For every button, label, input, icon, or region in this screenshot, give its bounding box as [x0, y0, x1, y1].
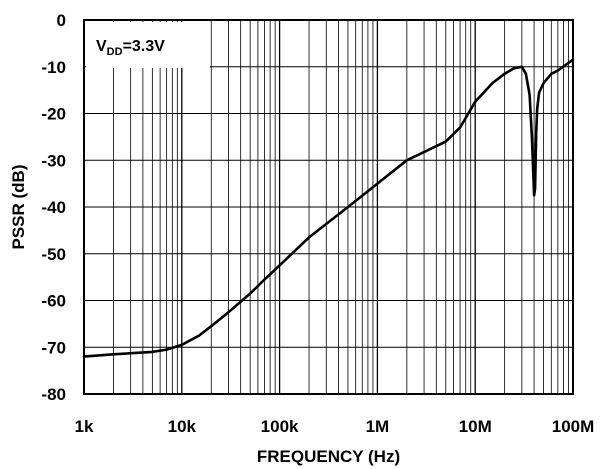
series-layer: [82, 58, 575, 358]
plot-frame: [83, 19, 574, 395]
x-tick-label: 10M: [459, 417, 492, 436]
annotation-main: V: [96, 38, 107, 55]
x-tick-label: 10k: [168, 417, 197, 436]
x-tick-label: 100k: [261, 417, 299, 436]
vdd-annotation: VDD=3.3V: [96, 38, 165, 58]
y-tick-label: -40: [41, 198, 66, 217]
y-tick-label: 0: [57, 11, 66, 30]
series-line-0: [82, 58, 575, 358]
y-tick-label: -70: [41, 338, 66, 357]
tick-labels: 1k 10k 100k 1M 10M 100M 0 -10 -20 -30 -40 -50 -60 -70…: [41, 11, 594, 436]
annotation-suffix: =3.3V: [123, 38, 166, 55]
y-tick-label: -50: [41, 245, 66, 264]
y-tick-label: -20: [41, 105, 66, 124]
x-axis-title: FREQUENCY (Hz): [257, 447, 400, 466]
y-tick-label: -60: [41, 292, 66, 311]
y-axis-title: PSSR (dB): [9, 165, 28, 250]
x-tick-label: 1M: [366, 417, 390, 436]
y-tick-label: -10: [41, 58, 66, 77]
x-tick-label: 100M: [552, 417, 595, 436]
annotation-box: VDD=3.3V: [86, 22, 210, 68]
annotation-background: [86, 22, 210, 68]
y-tick-label: -80: [41, 385, 66, 404]
x-tick-label: 1k: [75, 417, 94, 436]
annotation-subscript: DD: [107, 46, 123, 58]
grid: [83, 19, 573, 395]
y-tick-label: -30: [41, 151, 66, 170]
